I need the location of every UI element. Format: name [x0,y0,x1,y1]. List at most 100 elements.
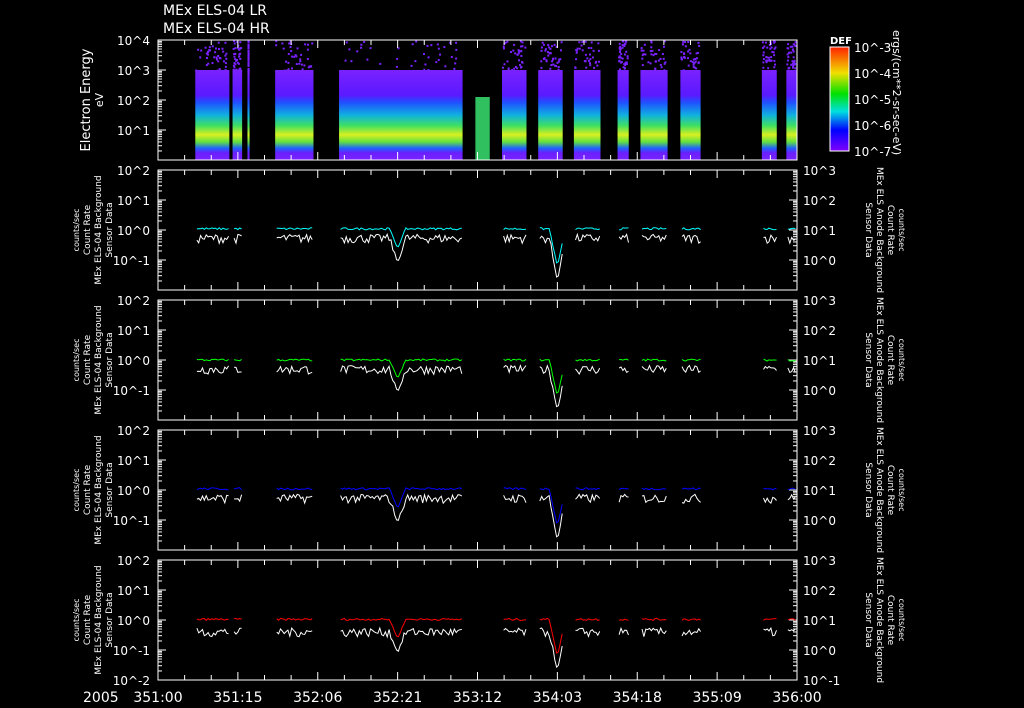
spectrogram-speckle [514,65,517,68]
spectrogram-speckle [641,54,644,57]
spectrogram-speckle [692,63,695,66]
spectrogram-speckle [575,58,578,61]
spectrogram-speckle [580,44,583,47]
series-line-white [575,627,601,638]
spectrogram-speckle [450,56,453,59]
series-line-color [340,358,463,378]
right-y-tick-label: 10^2 [803,194,836,208]
spectrogram-speckle [520,54,523,57]
series-line-white [618,366,629,373]
spectrogram-speckle [437,47,440,50]
spectrogram-speckle [214,51,217,54]
spectrogram-speckle [586,57,589,60]
spectrogram-speckle [217,41,220,44]
spectrogram-speckle [544,48,547,51]
spectrogram-block [475,97,490,160]
left-panel-label: counts/sec [72,339,81,382]
series-line-white [763,365,777,371]
spectrogram-speckle [771,50,774,53]
series-line-white [276,233,313,244]
spectrogram-speckle [455,48,458,51]
right-panel-label: Sensor Data [863,592,873,647]
spectrogram-speckle [232,47,235,50]
spectrogram-speckle [687,64,690,67]
spectrogram-speckle [584,53,587,56]
series-line-white [340,232,463,262]
spectrogram-speckle [618,56,621,59]
series-line-color [539,358,563,394]
spectrogram-speckle [555,45,558,48]
spectrogram-speckle [455,41,458,44]
spectrogram-speckle [592,70,595,73]
left-y-tick-label: 10^0 [117,614,150,628]
right-y-tick-label: 10^1 [803,224,836,238]
spectrogram-speckle [521,45,524,48]
right-panel-label: counts/sec [897,599,906,642]
series-line-white [787,628,796,632]
spectrogram-speckle [793,59,796,62]
series-line-white [763,496,777,504]
spectrogram-speckle [444,65,447,68]
spectrogram-speckle [234,52,237,55]
right-y-tick-label: 10^1 [803,484,836,498]
spectrogram-speckle [518,50,521,53]
spectrogram-speckle [234,63,237,66]
spectrogram-speckle [663,69,666,72]
spectrogram-speckle [596,64,599,67]
series-line-color [619,227,629,231]
spectrogram-speckle [787,43,790,46]
spectrogram-speckle [234,58,237,61]
spectrogram-speckle [540,60,543,63]
spectrogram-speckle [247,64,250,67]
spectrogram-speckle [293,55,296,58]
series-line-color [276,617,313,622]
spectrogram-speckle [621,57,624,60]
spectrogram-speckle [426,44,429,47]
series-line-white [681,627,702,637]
spectrogram-speckle [683,56,686,59]
spectrogram-speckle [543,57,546,60]
spectrogram-speckle [686,57,689,60]
spectrogram-speckle [654,52,657,55]
right-y-tick-label: 10^3 [803,164,836,178]
title-hr: MEx ELS-04 HR [163,21,270,37]
left-y-tick-label: 10^1 [117,324,150,338]
spectrogram-speckle [647,61,650,64]
spectrogram-speckle [589,64,592,67]
series-line-white [276,493,313,505]
series-line-white [575,232,601,242]
right-panel-label: Sensor Data [863,332,873,387]
spectrogram-speckle [307,66,310,69]
right-panel-label: Count Rate [885,595,895,646]
spectrogram-speckle [768,58,771,61]
spectrogram-speckle [763,45,766,48]
right-y-tick-label: 10^2 [803,584,836,598]
spectrogram-speckle [550,64,553,67]
right-panel-label: Count Rate [885,205,895,256]
spectrogram-speckle [652,54,655,57]
spectrogram-speckle [541,41,544,44]
spectrogram-speckle [517,52,520,55]
spectrogram-speckle [682,40,685,43]
spectrogram-speckle [625,40,628,43]
spectrogram-speckle [762,66,765,69]
left-y-tick-label: 10^-1 [113,644,150,658]
spectrogram-speckle [786,59,789,62]
spectrogram-speckle [211,45,214,48]
spectrogram-speckle [304,43,307,46]
spectrogram-speckle [590,47,593,50]
spectrogram-block [617,70,629,160]
colorbar-tick-label: 10^-4 [854,67,891,81]
right-panel-label: Sensor Data [863,462,873,517]
spectrogram-speckle [435,61,438,64]
spectrogram-speckle [684,41,687,44]
spectrogram-speckle [282,47,285,50]
spectrogram-speckle [205,52,208,55]
spectrogram-block [339,70,463,160]
spectrogram-speckle [626,57,629,60]
spectrogram-speckle [506,60,509,63]
spectrogram-speckle [348,48,351,51]
spectrogram-speckle [769,47,772,50]
left-y-tick-label: 10^0 [117,354,150,368]
series-line-white [681,493,701,504]
